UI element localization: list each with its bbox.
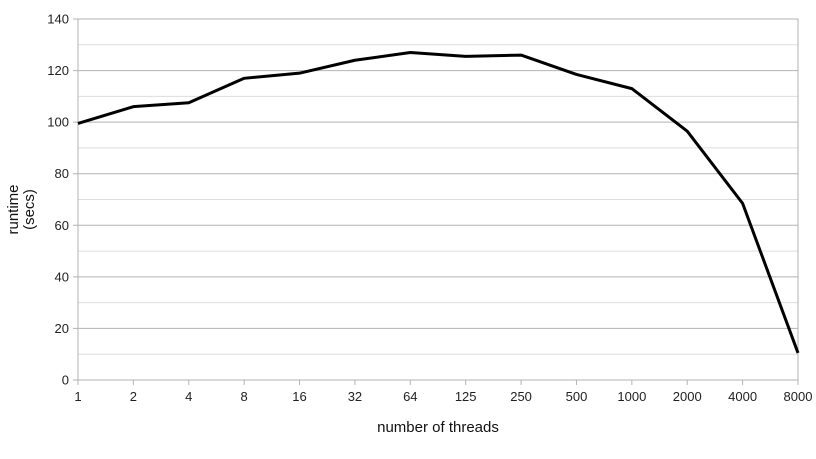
y-tick-label: 60	[55, 218, 69, 233]
x-tick-label: 64	[403, 389, 417, 404]
x-tick-label: 2000	[673, 389, 702, 404]
y-tick-label: 140	[47, 12, 69, 27]
plot-frame	[77, 18, 799, 381]
x-tick-label: 250	[510, 389, 532, 404]
x-tick-label: 125	[455, 389, 477, 404]
series-line	[77, 51, 800, 354]
y-tick-label: 0	[62, 373, 69, 388]
y-tick-label: 80	[55, 166, 69, 181]
y-tick-label: 100	[47, 115, 69, 130]
x-tick-label: 4000	[728, 389, 757, 404]
y-axis-title-line-1: runtime	[5, 184, 22, 234]
y-axis-title-line-2: (secs)	[21, 189, 38, 230]
x-tick-label: 32	[348, 389, 362, 404]
x-tick-label: 4	[185, 389, 192, 404]
grid	[73, 18, 798, 381]
x-tick-label: 16	[292, 389, 306, 404]
y-tick-label: 120	[47, 63, 69, 78]
y-tick-labels: 0 20 40 60 80 100 120 140	[47, 12, 69, 388]
y-axis-title: runtime (secs)	[5, 184, 38, 234]
x-tick-label: 2	[130, 389, 137, 404]
x-tick-label: 500	[566, 389, 588, 404]
x-tick-label: 8000	[784, 389, 813, 404]
y-tick-label: 20	[55, 321, 69, 336]
x-axis-title: number of threads	[377, 419, 499, 436]
x-tick-label: 1000	[617, 389, 646, 404]
x-tick-marks	[77, 380, 799, 385]
y-tick-label: 40	[55, 269, 69, 284]
x-tick-labels: 1 2 4 8 16 32 64 125 250 500 1000 2000 4000 8000	[74, 389, 812, 404]
x-tick-label: 8	[241, 389, 248, 404]
x-tick-label: 1	[74, 389, 81, 404]
